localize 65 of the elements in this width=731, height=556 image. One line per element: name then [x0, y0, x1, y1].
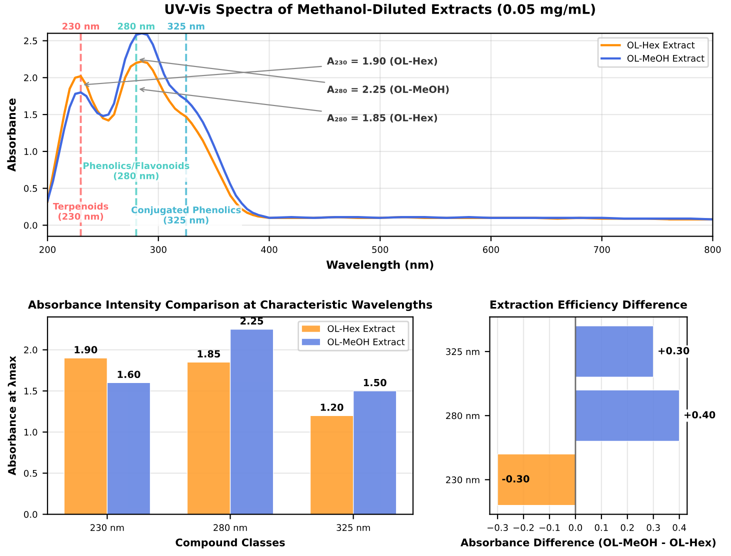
y-tick-label: 1.5 [24, 111, 38, 118]
x-axis-title: Compound Classes [176, 538, 285, 548]
legend-label: OL-MeOH Extract [328, 338, 405, 346]
ref-line-label: 280 nm [118, 22, 154, 30]
y-tick-label: 0.0 [24, 511, 38, 518]
y-axis-title: Absorbance [7, 98, 16, 172]
data-label: 1.85 [198, 350, 220, 358]
x-tick-label: 300 [150, 246, 166, 254]
annotation: Phenolics/Flavonoids (280 nm) [84, 162, 190, 180]
x-tick-label: 230 nm [90, 524, 124, 532]
x-tick-label: 0.0 [568, 524, 582, 532]
chart-title: Absorbance Intensity Comparison at Characteristic Wavelengths [28, 300, 432, 311]
x-axis-title: Wavelength (nm) [326, 260, 434, 272]
x-tick-label: 500 [372, 246, 388, 254]
x-tick-label: 0.4 [672, 524, 686, 532]
y-axis-title: Absorbance at λmax [8, 356, 16, 476]
data-label: 1.50 [364, 378, 386, 386]
y-tick-label: 2.0 [24, 346, 38, 354]
x-tick-label: −0.1 [539, 524, 560, 532]
y-tick-label: 0.5 [24, 185, 38, 192]
y-tick-label: 0.5 [24, 470, 38, 477]
y-tick-label: 280 nm [446, 412, 480, 420]
ref-line-label: 230 nm [62, 22, 99, 30]
y-tick-label: 1.0 [24, 148, 38, 155]
y-tick-label: 230 nm [446, 476, 480, 484]
x-tick-label: 400 [261, 246, 278, 254]
annotation: A₂₈₀ = 2.25 (OL-MeOH) [326, 85, 449, 94]
x-tick-label: 280 nm [214, 524, 247, 532]
chart-title: UV-Vis Spectra of Methanol-Diluted Extracts (0.05 mg/mL) [165, 4, 595, 17]
x-tick-label: 800 [704, 246, 721, 254]
x-tick-label: −0.3 [488, 524, 508, 532]
data-label: +0.40 [684, 411, 716, 418]
data-label: 2.25 [240, 317, 264, 325]
x-tick-label: 0.1 [594, 524, 608, 532]
data-label: 1.20 [320, 404, 344, 411]
data-label: 1.60 [118, 370, 140, 378]
y-tick-label: 1.0 [24, 428, 38, 436]
legend-label: OL-MeOH Extract [627, 54, 704, 62]
y-tick-label: 1.5 [24, 388, 38, 394]
legend-label: OL-Hex Extract [328, 325, 395, 332]
x-tick-label: 0.3 [646, 524, 660, 532]
data-label: +0.30 [658, 346, 690, 354]
x-axis-title: Absorbance Difference (OL-MeOH - OL-Hex) [460, 538, 716, 548]
x-tick-label: −0.2 [514, 524, 534, 532]
ref-line-label: 325 nm [168, 22, 204, 30]
bar [575, 390, 680, 442]
bar [497, 454, 576, 506]
annotation: Conjugated Phenolics (325 nm) [132, 206, 241, 225]
data-label: 1.90 [74, 346, 98, 354]
y-tick-label: 2.0 [24, 74, 38, 82]
x-tick-label: 700 [594, 246, 610, 254]
y-tick-label: 2.5 [24, 37, 38, 44]
x-tick-label: 0.2 [620, 524, 634, 532]
annotation: A₂₈₀ = 1.85 (OL-Hex) [326, 114, 438, 123]
annotation: A₂₃₀ = 1.90 (OL-Hex) [326, 57, 438, 66]
y-tick-label: 0.0 [24, 222, 38, 229]
chart-title: Extraction Efficiency Difference [490, 300, 687, 311]
x-tick-label: 200 [40, 246, 56, 254]
legend-label: OL-Hex Extract [627, 42, 695, 48]
x-tick-label: 600 [483, 246, 500, 254]
annotation: Terpenoids (230 nm) [52, 202, 108, 221]
y-tick-label: 325 nm [446, 348, 480, 356]
x-tick-label: 325 nm [336, 524, 370, 532]
data-label: -0.30 [502, 475, 530, 483]
bar [575, 326, 654, 378]
